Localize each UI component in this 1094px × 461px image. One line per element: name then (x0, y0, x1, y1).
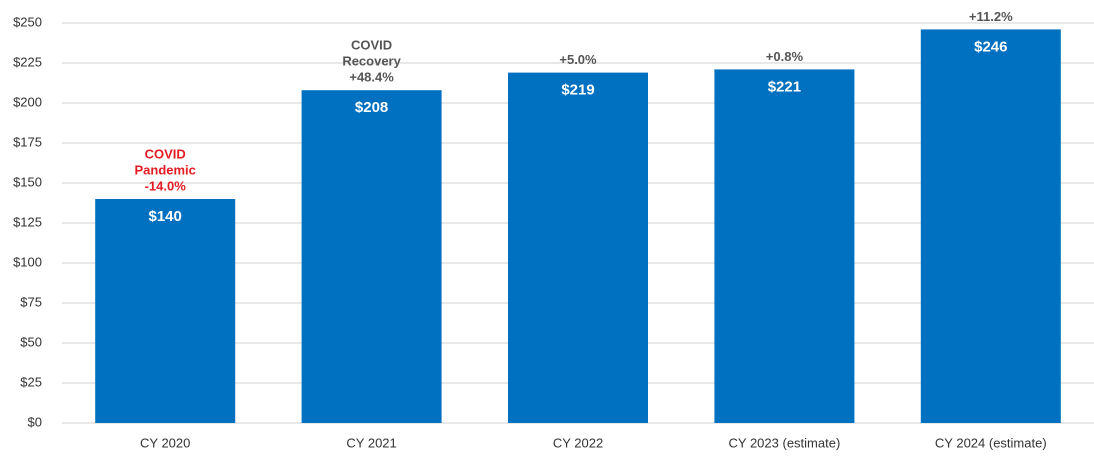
y-tick-label: $250 (13, 14, 42, 29)
y-tick-label: $50 (20, 334, 42, 349)
x-tick-label: CY 2023 (estimate) (729, 435, 841, 450)
value-label: $140 (149, 208, 182, 225)
annotation: COVID (145, 146, 186, 161)
y-tick-label: $0 (28, 414, 42, 429)
annotation: Pandemic (134, 162, 195, 177)
x-tick-label: CY 2020 (140, 435, 190, 450)
annotation: -14.0% (145, 178, 187, 193)
value-label: $246 (974, 38, 1007, 55)
value-label: $219 (561, 82, 594, 99)
y-tick-label: $75 (20, 294, 42, 309)
value-label: $208 (355, 99, 388, 116)
annotation: +11.2% (969, 9, 1013, 24)
y-tick-label: $100 (13, 254, 42, 269)
y-tick-label: $125 (13, 214, 42, 229)
y-tick-label: $25 (20, 374, 42, 389)
annotation: Recovery (342, 54, 401, 69)
bar (920, 29, 1061, 424)
y-tick-label: $225 (13, 54, 42, 69)
annotation: +0.8% (766, 49, 804, 64)
annotation: +5.0% (559, 52, 597, 67)
y-tick-label: $200 (13, 94, 42, 109)
x-tick-label: CY 2022 (553, 435, 603, 450)
annotation: +48.4% (349, 70, 394, 85)
y-tick-label: $150 (13, 174, 42, 189)
bar (714, 69, 855, 424)
bar (95, 199, 236, 423)
y-tick-label: $175 (13, 134, 42, 149)
annotation: COVID (351, 38, 392, 53)
bar (508, 72, 648, 423)
x-tick-label: CY 2021 (346, 435, 396, 450)
x-tick-label: CY 2024 (estimate) (935, 435, 1047, 450)
bar (301, 90, 442, 423)
value-label: $221 (768, 78, 801, 95)
